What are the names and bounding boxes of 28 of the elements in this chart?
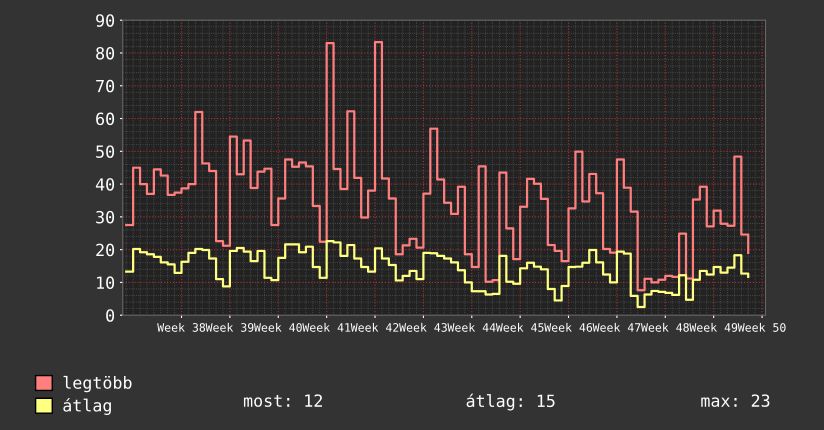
y-tick-label: 90 [96,14,114,27]
text: átlag: 15 [466,394,555,411]
y-tick-label: 30 [96,210,114,224]
x-tick-label: Week 39 [206,322,254,332]
x-tick-label: Week 42 [350,322,398,332]
legend-label: legtöbb [64,376,132,392]
x-tick-label: Week 40 [254,322,302,332]
x-tick-label: Week 48 [640,322,689,332]
x-tick-label: Week 49 [689,322,738,332]
x-tick-label: Week 43 [399,322,447,332]
x-tick-label: Week 44 [447,322,496,332]
y-tick-label: 20 [96,244,114,256]
y-tick-label: 50 [96,145,114,158]
y-tick-label: 40 [96,178,114,191]
legend-label: átlag [63,398,111,415]
x-tick-label: Week 41 [302,322,350,332]
y-tick-label: 10 [97,276,114,290]
text: max: 23 [701,394,770,407]
y-tick-label: 60 [96,112,114,126]
x-tick-label: Week 50 [738,322,786,332]
y-tick-label: 80 [96,46,114,60]
x-tick-label: Week 46 [544,322,592,332]
x-tick-label: Week 47 [592,322,640,332]
x-tick-label: Week 38 [157,322,206,332]
y-tick-label: 0 [106,309,114,322]
text: most: 12 [244,394,322,407]
y-tick-label: 70 [96,80,114,92]
x-tick-label: Week 45 [496,322,544,332]
